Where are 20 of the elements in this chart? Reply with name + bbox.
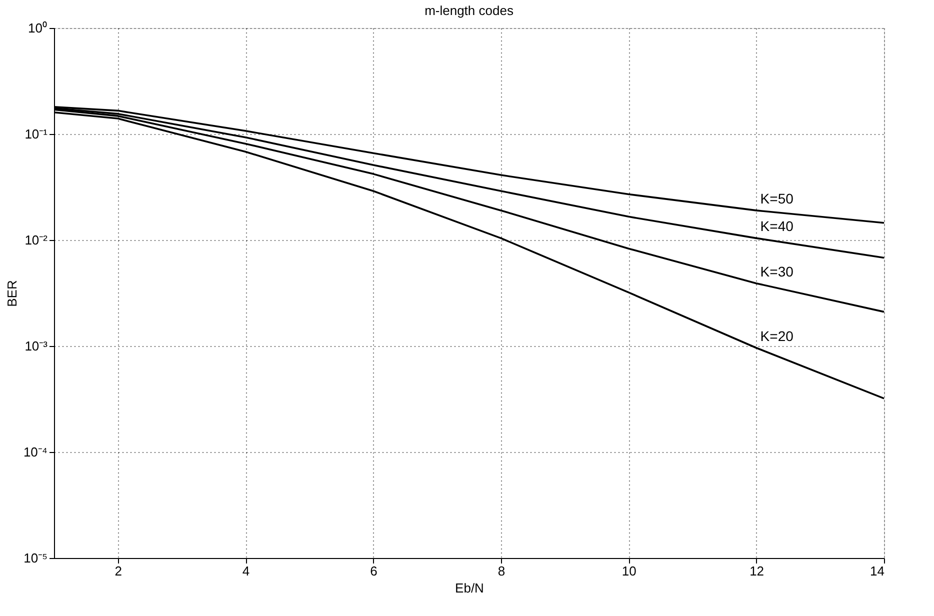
y-axis-title: BER [4, 280, 20, 307]
series-label: K=40 [760, 218, 794, 234]
y-tick-label: 10⁻² [24, 232, 48, 248]
series-label: K=20 [760, 328, 794, 344]
series-label: K=50 [760, 190, 794, 206]
chart-title: m-length codes [424, 3, 514, 18]
x-tick-label: 10 [622, 564, 636, 578]
x-tick-label: 8 [498, 564, 506, 578]
y-tick-label: 10⁰ [28, 20, 48, 36]
x-tick-label: 6 [370, 564, 378, 578]
x-tick-label: 14 [870, 564, 884, 578]
y-tick-label: 10⁻⁵ [24, 550, 48, 566]
y-tick-label: 10⁻⁴ [23, 444, 48, 460]
y-tick-label: 10⁻³ [24, 338, 48, 354]
x-tick-label: 12 [750, 564, 764, 578]
x-axis-title: Eb/N [455, 580, 484, 596]
x-tick-label: 2 [114, 564, 122, 578]
y-tick-label: 10⁻¹ [24, 126, 48, 142]
series-label: K=30 [760, 263, 794, 280]
x-tick-label: 4 [242, 564, 250, 578]
